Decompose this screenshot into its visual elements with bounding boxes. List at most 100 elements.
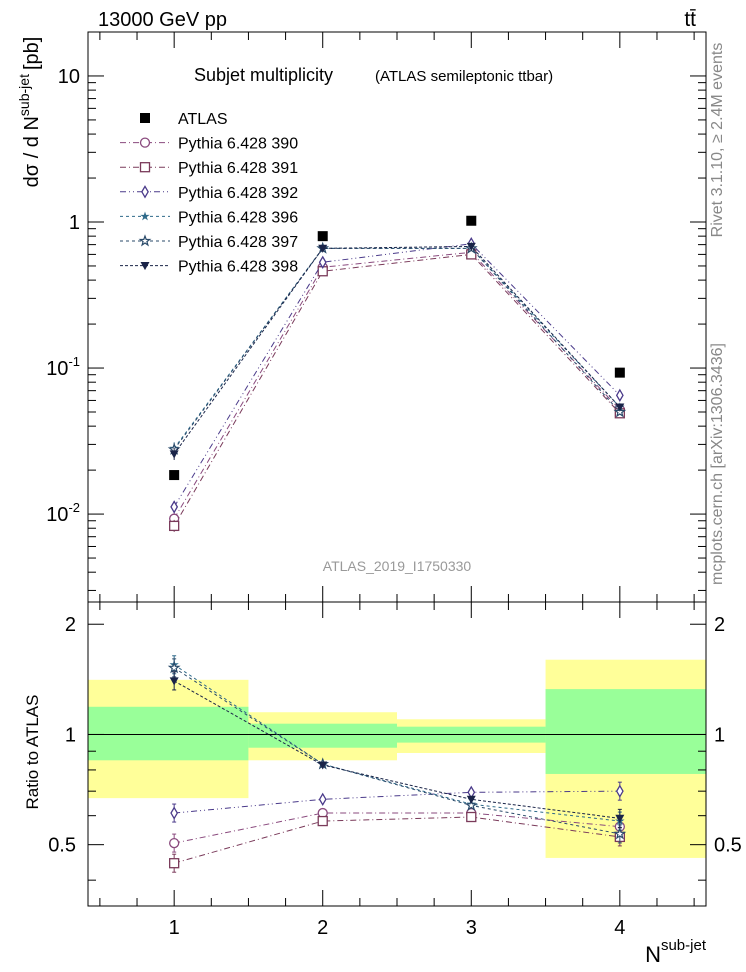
- ratio-point: [167, 661, 181, 674]
- ratio-series-0: [169, 807, 625, 853]
- data-point: [317, 231, 328, 242]
- legend-item: Pythia 6.428 392: [120, 185, 298, 202]
- data-point: [318, 255, 327, 269]
- ratio-point: [169, 858, 180, 869]
- legend-label: Pythia 6.428 391: [178, 160, 298, 177]
- legend-label: Pythia 6.428 397: [178, 234, 298, 251]
- legend-label: Pythia 6.428 396: [178, 209, 298, 226]
- ratio-y-axis-label: Ratio to ATLAS: [23, 695, 42, 810]
- x-label-sup: sub-jet: [661, 937, 707, 954]
- rivet-label: Rivet 3.1.10, ≥ 2.4M events: [709, 43, 726, 238]
- legend-item: Pythia 6.428 397: [120, 234, 298, 251]
- legend-item: Pythia 6.428 398: [120, 259, 298, 276]
- legend-label: Pythia 6.428 392: [178, 185, 298, 202]
- ratio-series-line: [174, 812, 620, 844]
- y-tick-label: 10-2: [46, 500, 80, 526]
- ratio-point: [318, 792, 327, 807]
- series-line: [173, 247, 621, 449]
- ratio-point: [615, 784, 624, 798]
- mcplots-label: mcplots.cern.ch [arXiv:1306.3436]: [709, 343, 726, 585]
- ratio-series-line: [173, 680, 620, 819]
- legend-marker: [140, 113, 150, 123]
- ratio-point: [464, 798, 478, 811]
- main-series-1: [169, 247, 625, 525]
- legend-item: Pythia 6.428 390: [120, 136, 298, 153]
- legend-label: Pythia 6.428 398: [178, 259, 298, 276]
- main-y-label-unit: [pb]: [21, 37, 43, 70]
- ratio-point: [170, 806, 179, 820]
- analysis-watermark: ATLAS_2019_I1750330: [323, 558, 472, 574]
- ratio-point: [466, 795, 476, 804]
- legend-item: Pythia 6.428 396: [120, 209, 298, 226]
- y-tick-label: 10: [58, 66, 80, 88]
- series-line: [173, 251, 621, 519]
- data-point: [615, 403, 625, 412]
- ratio-series-line: [174, 790, 620, 814]
- data-point: [318, 244, 328, 253]
- ratio-y-tick-label-right: 2: [714, 614, 725, 636]
- tick-exponent: -1: [68, 354, 80, 369]
- x-tick-label: 1: [169, 917, 180, 939]
- data-point: [170, 500, 179, 514]
- ratio-point: [317, 815, 328, 827]
- ratio-point: [169, 677, 179, 686]
- main-y-axis-label: dσ / d Nsub-jet [pb]: [16, 37, 43, 188]
- main-series-0: [169, 215, 625, 481]
- y-tick-label: 1: [69, 212, 80, 234]
- ratio-y-tick-label-right: 0.5: [714, 835, 742, 857]
- legend-marker: [141, 185, 149, 199]
- ratio-y-tick-label-left: 1: [65, 724, 76, 746]
- main-y-label-main: dσ / d N: [21, 116, 43, 187]
- ratio-axis-ticks: 0.5 0.5 1 1 2 2 1 2 3 4: [48, 602, 742, 939]
- legend-marker: [139, 137, 151, 148]
- inner-band: [545, 689, 706, 774]
- ratio-y-tick-label-left: 0.5: [48, 835, 76, 857]
- plot-title: Subjet multiplicity: [194, 65, 333, 85]
- tick-exponent: -2: [68, 500, 80, 515]
- legend: ATLAS Pythia 6.428 390 Pythia 6.428 391 Pyt…: [120, 111, 298, 276]
- legend-label: ATLAS: [178, 111, 228, 128]
- data-point: [614, 367, 625, 378]
- plot-subtitle: (ATLAS semileptonic ttbar): [375, 68, 553, 85]
- main-series-2: [169, 249, 625, 532]
- data-point: [169, 450, 179, 459]
- legend-label: Pythia 6.428 390: [178, 136, 298, 153]
- legend-item: ATLAS: [140, 111, 228, 128]
- series-line: [173, 243, 621, 508]
- main-y-label-sup: sub-jet: [16, 74, 32, 116]
- legend-marker: [139, 162, 151, 173]
- ratio-y-tick-label-left: 2: [65, 614, 76, 636]
- main-series-3: [170, 237, 624, 514]
- ratio-series-line: [173, 667, 620, 835]
- data-point: [466, 215, 477, 226]
- ratio-point: [318, 761, 328, 770]
- legend-marker: [138, 234, 152, 247]
- x-axis-label: Nsub-jet: [645, 937, 707, 967]
- tick-base: 10: [46, 504, 68, 526]
- x-tick-label: 2: [317, 917, 328, 939]
- data-point: [169, 470, 180, 481]
- series-line: [173, 253, 621, 527]
- ratio-uncertainty-bands: [88, 659, 706, 858]
- inner-band: [248, 723, 397, 748]
- ratio-point: [615, 814, 625, 823]
- ratio-series-5: [169, 671, 625, 828]
- legend-marker: [140, 262, 150, 271]
- x-tick-label: 4: [614, 917, 625, 939]
- energy-label: 13000 GeV pp: [98, 9, 227, 31]
- ratio-point: [466, 811, 477, 823]
- ratio-y-tick-label-right: 1: [714, 724, 725, 746]
- ratio-point: [169, 837, 180, 849]
- process-label: tt̄: [684, 8, 696, 31]
- x-tick-label: 3: [466, 917, 477, 939]
- series-line: [173, 245, 621, 455]
- main-series-4: [169, 243, 625, 455]
- main-series-layer: [167, 215, 627, 532]
- main-series-6: [169, 242, 625, 460]
- x-label-main: N: [645, 942, 661, 967]
- ratio-series-layer: [167, 655, 627, 873]
- legend-item: Pythia 6.428 391: [120, 160, 298, 177]
- data-point: [466, 242, 476, 251]
